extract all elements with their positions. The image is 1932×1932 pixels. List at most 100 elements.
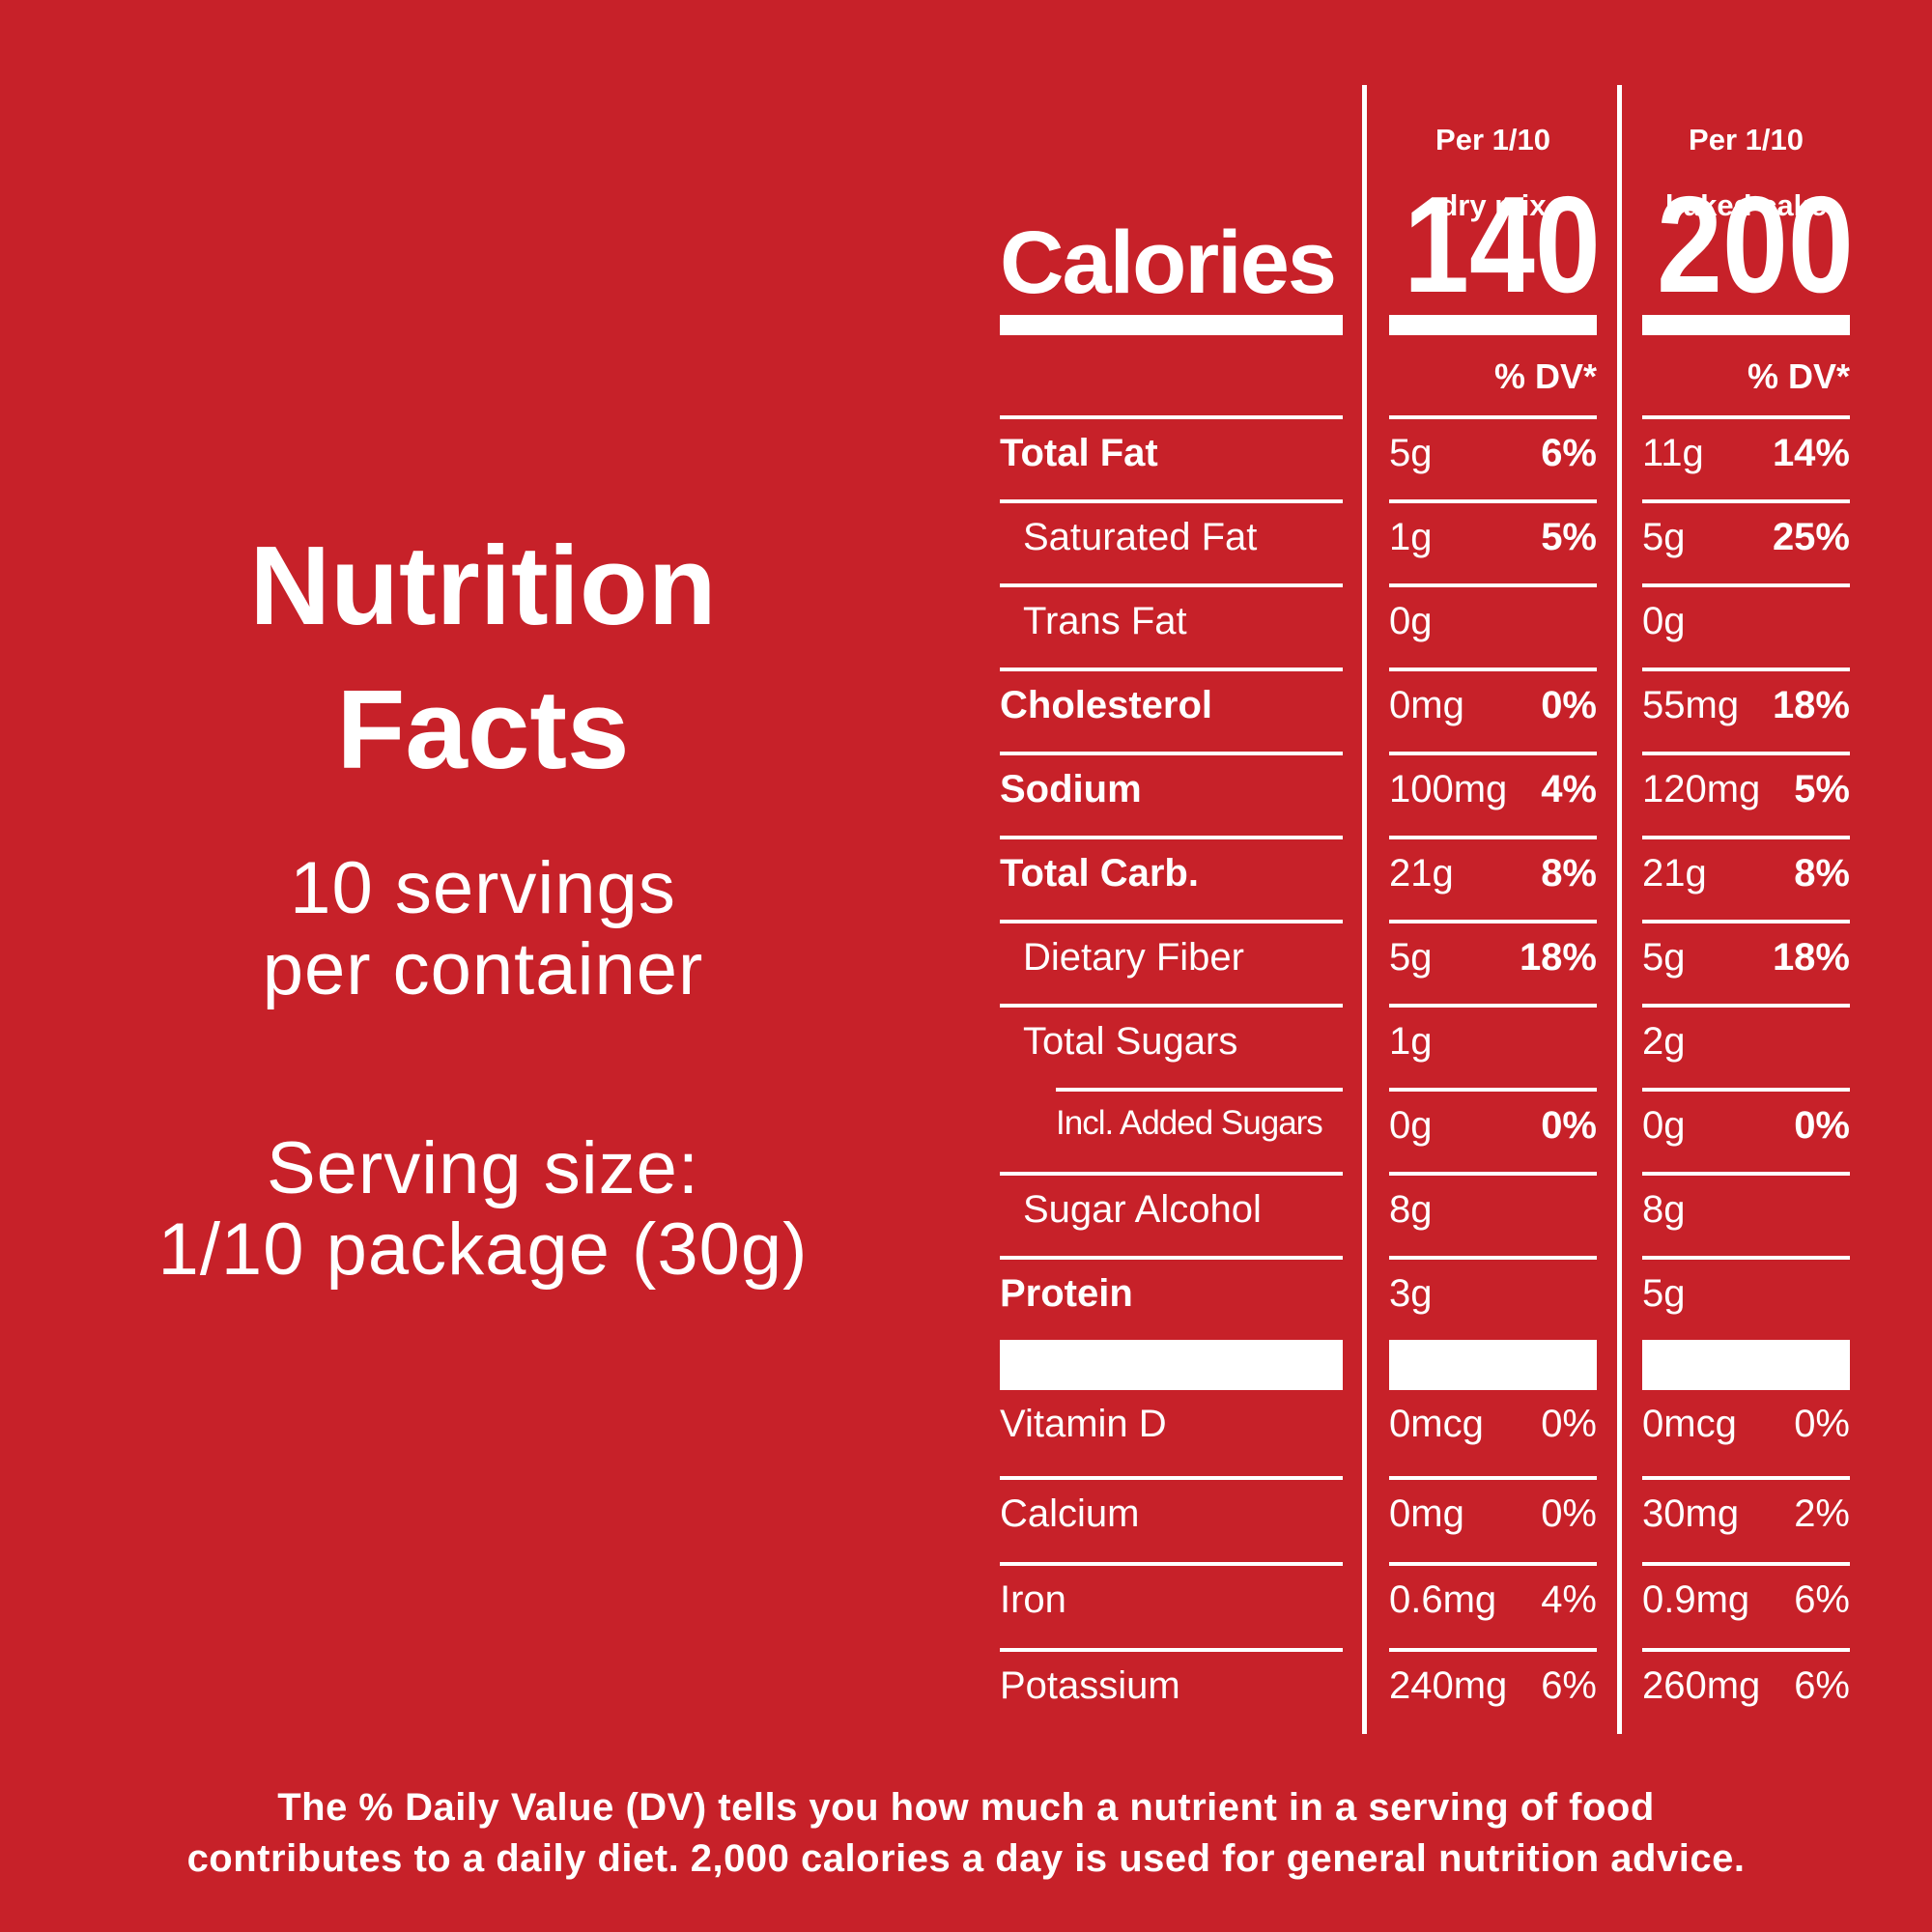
dry-mix-header-line-1: Per 1/10 bbox=[1435, 123, 1550, 156]
table-row: Potassium 240mg 6% 260mg 6% bbox=[1000, 1648, 1850, 1734]
baked-cake-value-cell: 120mg 5% bbox=[1642, 752, 1850, 836]
baked-cake-value-cell: 0.9mg 6% bbox=[1642, 1562, 1850, 1648]
nutrient-amount-dry-mix: 5g bbox=[1389, 432, 1433, 474]
serving-size: Serving size: 1/10 package (30g) bbox=[0, 1128, 966, 1291]
nutrient-amount-dry-mix: 1g bbox=[1389, 516, 1433, 558]
nutrient-amount-baked-cake: 30mg bbox=[1642, 1492, 1740, 1535]
table-row: Calcium 0mg 0% 30mg 2% bbox=[1000, 1476, 1850, 1562]
nutrient-amount-dry-mix: 0mg bbox=[1389, 684, 1464, 726]
table-row: Incl. Added Sugars 0g 0% 0g 0% bbox=[1000, 1088, 1850, 1172]
table-row: Cholesterol 0mg 0% 55mg 18% bbox=[1000, 668, 1850, 752]
nutrient-percent-dv-dry-mix: 6% bbox=[1541, 1664, 1597, 1707]
nutrient-amount-baked-cake: 0.9mg bbox=[1642, 1578, 1750, 1621]
dv-footnote-line-2: contributes to a daily diet. 2,000 calor… bbox=[186, 1837, 1746, 1880]
dry-mix-value-cell: 0mg 0% bbox=[1389, 1476, 1597, 1562]
nutrient-label: Total Carb. bbox=[1000, 836, 1343, 920]
nutrient-amount-baked-cake: 21g bbox=[1642, 852, 1707, 895]
nutrient-percent-dv-dry-mix: 18% bbox=[1519, 936, 1597, 979]
section-spacer-label bbox=[1000, 1340, 1343, 1390]
nutrient-amount-dry-mix: 0g bbox=[1389, 1104, 1433, 1147]
title-line-1: Nutrition bbox=[249, 523, 717, 648]
nutrient-amount-dry-mix: 0.6mg bbox=[1389, 1578, 1497, 1621]
nutrient-percent-dv-dry-mix: 0% bbox=[1541, 1492, 1597, 1535]
nutrition-table: Per 1/10 dry mix Per 1/10 baked cake Cal… bbox=[1000, 85, 1854, 1734]
dry-mix-value-cell: 1g 5% bbox=[1389, 499, 1597, 583]
nutrient-percent-dv-baked-cake: 6% bbox=[1794, 1664, 1850, 1707]
dry-mix-value-cell: 100mg 4% bbox=[1389, 752, 1597, 836]
nutrient-amount-dry-mix: 0mcg bbox=[1389, 1403, 1484, 1445]
baked-cake-value-cell: 0g 0% bbox=[1642, 1088, 1850, 1172]
dv-footnote-line-1: The % Daily Value (DV) tells you how muc… bbox=[277, 1786, 1655, 1829]
dry-mix-column-header: Per 1/10 dry mix bbox=[1389, 85, 1597, 255]
table-row: Dietary Fiber 5g 18% 5g 18% bbox=[1000, 920, 1850, 1004]
baked-cake-value-cell: 0g bbox=[1642, 583, 1850, 668]
baked-cake-header-line-1: Per 1/10 bbox=[1689, 123, 1804, 156]
nutrient-amount-dry-mix: 8g bbox=[1389, 1188, 1433, 1231]
servings-line-1: 10 servings bbox=[290, 847, 676, 929]
nutrient-amount-baked-cake: 260mg bbox=[1642, 1664, 1761, 1707]
nutrient-rows: Total Fat 5g 6% 11g 14% Saturated Fat 1g… bbox=[1000, 415, 1850, 1340]
nutrient-amount-dry-mix: 240mg bbox=[1389, 1664, 1508, 1707]
nutrient-label: Cholesterol bbox=[1000, 668, 1343, 752]
nutrient-percent-dv-baked-cake: 5% bbox=[1794, 768, 1850, 810]
calories-underline-row bbox=[1000, 315, 1850, 335]
nutrient-amount-dry-mix: 3g bbox=[1389, 1272, 1433, 1315]
dry-mix-value-cell: 1g bbox=[1389, 1004, 1597, 1088]
dry-mix-value-cell: 0.6mg 4% bbox=[1389, 1562, 1597, 1648]
left-panel: Nutrition Facts 10 servings per containe… bbox=[0, 514, 966, 1291]
nutrient-percent-dv-dry-mix: 4% bbox=[1541, 768, 1597, 810]
dry-mix-header-line-2: dry mix bbox=[1439, 188, 1547, 222]
nutrient-amount-baked-cake: 55mg bbox=[1642, 684, 1740, 726]
nutrient-percent-dv-baked-cake: 25% bbox=[1772, 516, 1850, 558]
nutrient-label: Incl. Added Sugars bbox=[1000, 1088, 1343, 1172]
nutrient-amount-dry-mix: 5g bbox=[1389, 936, 1433, 979]
nutrient-percent-dv-baked-cake: 6% bbox=[1794, 1578, 1850, 1621]
baked-cake-value-cell: 30mg 2% bbox=[1642, 1476, 1850, 1562]
dry-mix-value-cell: 21g 8% bbox=[1389, 836, 1597, 920]
nutrient-percent-dv-dry-mix: 0% bbox=[1541, 1403, 1597, 1445]
nutrient-label: Iron bbox=[1000, 1562, 1343, 1648]
nutrient-amount-baked-cake: 2g bbox=[1642, 1020, 1686, 1063]
nutrient-label: Calcium bbox=[1000, 1476, 1343, 1562]
nutrient-amount-baked-cake: 120mg bbox=[1642, 768, 1761, 810]
serving-size-line-1: Serving size: bbox=[266, 1127, 700, 1209]
nutrient-percent-dv-baked-cake: 18% bbox=[1772, 684, 1850, 726]
dry-mix-value-cell: 8g bbox=[1389, 1172, 1597, 1256]
percent-dv-header-row: % DV* % DV* bbox=[1000, 335, 1850, 415]
calories-value-dry-mix: 140 bbox=[1404, 168, 1601, 323]
nutrient-amount-dry-mix: 0g bbox=[1389, 600, 1433, 642]
nutrient-label: Total Sugars bbox=[1000, 1004, 1343, 1088]
section-spacer-row bbox=[1000, 1340, 1850, 1390]
nutrient-percent-dv-dry-mix: 0% bbox=[1541, 684, 1597, 726]
servings-per-container: 10 servings per container bbox=[0, 848, 966, 1010]
nutrient-amount-dry-mix: 0mg bbox=[1389, 1492, 1464, 1535]
nutrient-percent-dv-dry-mix: 0% bbox=[1541, 1104, 1597, 1147]
table-row: Trans Fat 0g 0g bbox=[1000, 583, 1850, 668]
nutrient-percent-dv-baked-cake: 14% bbox=[1772, 432, 1850, 474]
baked-cake-value-cell: 11g 14% bbox=[1642, 415, 1850, 499]
nutrient-amount-dry-mix: 1g bbox=[1389, 1020, 1433, 1063]
nutrient-amount-baked-cake: 8g bbox=[1642, 1188, 1686, 1231]
nutrient-percent-dv-baked-cake: 18% bbox=[1772, 936, 1850, 979]
nutrient-percent-dv-baked-cake: 2% bbox=[1794, 1492, 1850, 1535]
nutrient-percent-dv-baked-cake: 0% bbox=[1794, 1104, 1850, 1147]
calories-underline-label bbox=[1000, 315, 1343, 335]
table-row: Sugar Alcohol 8g 8g bbox=[1000, 1172, 1850, 1256]
table-row: Total Carb. 21g 8% 21g 8% bbox=[1000, 836, 1850, 920]
spacer-cell bbox=[1000, 335, 1343, 415]
nutrient-label: Dietary Fiber bbox=[1000, 920, 1343, 1004]
dry-mix-value-cell: 3g bbox=[1389, 1256, 1597, 1340]
baked-cake-value-cell: 55mg 18% bbox=[1642, 668, 1850, 752]
baked-cake-value-cell: 5g bbox=[1642, 1256, 1850, 1340]
nutrient-label: Total Fat bbox=[1000, 415, 1343, 499]
table-row: Vitamin D 0mcg 0% 0mcg 0% bbox=[1000, 1390, 1850, 1476]
baked-cake-value-cell: 5g 25% bbox=[1642, 499, 1850, 583]
table-row: Iron 0.6mg 4% 0.9mg 6% bbox=[1000, 1562, 1850, 1648]
nutrient-label: Sugar Alcohol bbox=[1000, 1172, 1343, 1256]
dry-mix-value-cell: 240mg 6% bbox=[1389, 1648, 1597, 1734]
nutrient-amount-dry-mix: 21g bbox=[1389, 852, 1454, 895]
calories-underline-dry-mix bbox=[1389, 315, 1597, 335]
table-row: Saturated Fat 1g 5% 5g 25% bbox=[1000, 499, 1850, 583]
dry-mix-value-cell: 0mcg 0% bbox=[1389, 1390, 1597, 1476]
